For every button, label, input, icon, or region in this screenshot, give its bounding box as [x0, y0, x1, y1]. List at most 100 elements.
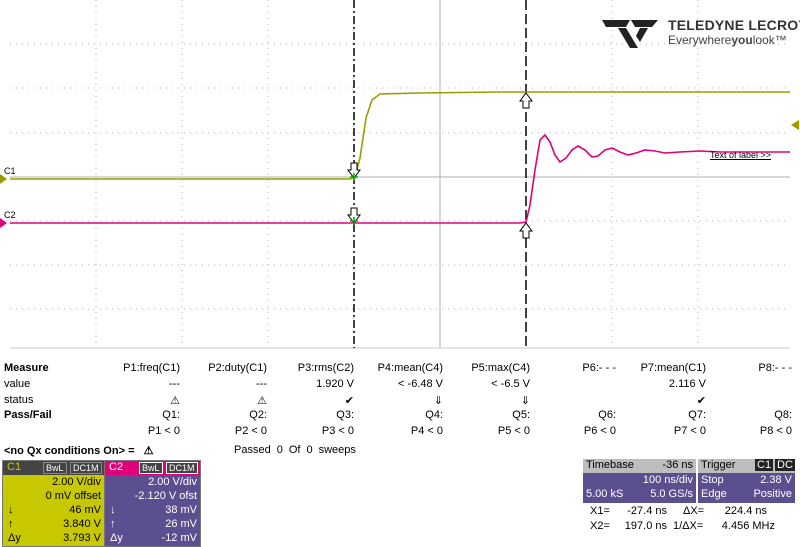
q3-label[interactable]: Q3:	[336, 409, 354, 421]
value-p7: 2.116 V	[668, 378, 706, 390]
pass-counter: Passed 0 Of 0 sweeps	[234, 444, 356, 456]
status-p3-check-icon: ✔	[344, 395, 354, 407]
c2-ground-marker	[0, 218, 7, 228]
param-p6[interactable]: P6:- - -	[582, 362, 616, 374]
c2-coupling-badge: DC1M	[166, 462, 198, 474]
c1-vdiv: 2.00 V/div	[52, 476, 101, 488]
param-p5[interactable]: P5:max(C4)	[471, 362, 530, 374]
c1-descriptor-header: C1 BwL DC1M	[3, 461, 104, 475]
c2-delta-y-label: Δy	[110, 532, 123, 544]
teledyne-lecroy-logo: TELEDYNE LECROY Everywhereyoulook™	[600, 16, 800, 50]
qx-conditions-status: <no Qx conditions On> = ⚠	[4, 445, 154, 457]
q1-condition: P1 < 0	[147, 425, 180, 437]
c1-coupling-badge: DC1M	[70, 462, 102, 474]
value-p1: ---	[169, 378, 180, 390]
trigger-descriptor[interactable]: Trigger C1 DC Stop 2.38 V Edge Positive	[698, 459, 795, 503]
qx-warning-icon: ⚠	[143, 445, 154, 457]
status-p2-warning-icon: ⚠	[257, 395, 267, 407]
x2-label: X2=	[590, 520, 610, 532]
c1-trace	[10, 91, 790, 180]
q8-condition: P8 < 0	[759, 425, 792, 437]
timebase-label: Timebase	[586, 459, 634, 471]
c1-bwl-badge: BwL	[43, 462, 67, 474]
trigger-coupling-badge: DC	[775, 459, 795, 471]
x1-label: X1=	[590, 505, 610, 517]
x2-value: 197.0 ns	[624, 520, 667, 532]
c2-delta-y-value: -12 mV	[161, 532, 197, 544]
c2-channel-descriptor[interactable]: C2 BwL DC1M 2.00 V/div -2.120 V ofst ↓ 38…	[104, 460, 201, 547]
graticule	[0, 0, 799, 359]
timebase-tdiv: 100 ns/div	[642, 474, 693, 486]
trigger-source-badge: C1	[755, 459, 774, 471]
value-heading: value	[4, 378, 31, 390]
c1-up-value: 3.840 V	[63, 518, 101, 530]
c1-delta-y-value: 3.793 V	[63, 532, 101, 544]
x1-value: -27.4 ns	[627, 505, 667, 517]
status-row: status ⚠ ⚠ ✔ ⇓ ⇓ ✔	[0, 394, 800, 409]
c2-trace-label: C2	[4, 210, 16, 220]
trigger-slope: Positive	[753, 488, 792, 500]
delta-x-value: 224.4 ns	[724, 505, 767, 517]
c2-bwl-badge: BwL	[139, 462, 163, 474]
waveform-display[interactable]: C1 C2 Text of label >> TELEDYNE LECROY E…	[0, 0, 800, 359]
trace-annotation[interactable]: Text of label >>	[710, 150, 772, 160]
q8-label[interactable]: Q8:	[774, 409, 792, 421]
q6-label[interactable]: Q6:	[598, 409, 616, 421]
c1-ground-marker	[0, 174, 7, 184]
q1-label[interactable]: Q1:	[162, 409, 180, 421]
status-p1-warning-icon: ⚠	[170, 395, 180, 407]
value-row: value --- --- 1.920 V < -6.48 V < -6.5 V…	[0, 378, 800, 393]
c2-descriptor-header: C2 BwL DC1M	[105, 461, 200, 475]
param-p8[interactable]: P8:- - -	[758, 362, 792, 374]
param-p1[interactable]: P1:freq(C1)	[123, 362, 180, 374]
c2-name: C2	[109, 461, 124, 473]
c2-up-icon: ↑	[110, 518, 116, 530]
trigger-type: Edge	[701, 488, 727, 500]
c1-name: C1	[7, 461, 22, 473]
brand-tagline: Everywhereyoulook™	[668, 33, 787, 47]
q5-condition: P5 < 0	[497, 425, 530, 437]
timebase-rate: 5.0 GS/s	[650, 488, 693, 500]
c2-up-value: 26 mV	[165, 518, 197, 530]
cursor-x1-c2-arrow-icon	[347, 207, 361, 224]
c1-channel-descriptor[interactable]: C1 BwL DC1M 2.00 V/div 0 mV offset ↓ 46 m…	[2, 460, 105, 547]
q2-label[interactable]: Q2:	[249, 409, 267, 421]
param-p2[interactable]: P2:duty(C1)	[208, 362, 267, 374]
status-p7-check-icon: ✔	[696, 395, 706, 407]
q7-label[interactable]: Q7:	[688, 409, 706, 421]
trigger-label: Trigger	[701, 459, 736, 471]
passfail-heading: Pass/Fail	[4, 409, 52, 421]
q4-label[interactable]: Q4:	[425, 409, 443, 421]
c2-down-icon: ↓	[110, 504, 116, 516]
status-heading: status	[4, 394, 34, 406]
c2-offset: -2.120 V ofst	[134, 490, 197, 502]
q2-condition: P2 < 0	[234, 425, 267, 437]
c2-vdiv: 2.00 V/div	[148, 476, 197, 488]
q5-label[interactable]: Q5:	[512, 409, 530, 421]
timebase-descriptor[interactable]: Timebase -36 ns 100 ns/div 5.00 kS 5.0 G…	[583, 459, 696, 503]
c1-up-icon: ↑	[8, 518, 14, 530]
status-p5-down-arrow-icon: ⇓	[520, 395, 530, 407]
teledyne-logo-icon	[602, 20, 658, 48]
cursor-x2-c2-arrow-icon	[519, 222, 533, 239]
c1-delta-y-label: Δy	[8, 532, 21, 544]
q7-condition: P7 < 0	[673, 425, 706, 437]
inverse-delta-x-value: 4.456 MHz	[721, 520, 775, 532]
param-p3[interactable]: P3:rms(C2)	[297, 362, 354, 374]
timebase-delay: -36 ns	[662, 459, 693, 471]
passfail-row: Pass/Fail Q1: Q2: Q3: Q4: Q5: Q6: Q7: Q8…	[0, 409, 800, 424]
cursor-x1-c1-arrow-icon	[347, 162, 361, 179]
status-p4-down-arrow-icon: ⇓	[433, 395, 443, 407]
cursor-x2-c1-arrow-icon	[519, 92, 533, 109]
measure-heading: Measure	[4, 362, 49, 374]
param-p7[interactable]: P7:mean(C1)	[640, 362, 706, 374]
c1-offset: 0 mV offset	[45, 490, 101, 502]
q6-condition: P6 < 0	[583, 425, 616, 437]
c1-down-icon: ↓	[8, 504, 14, 516]
param-p4[interactable]: P4:mean(C4)	[377, 362, 443, 374]
trigger-level-marker	[791, 120, 799, 130]
inverse-delta-x-label: 1/ΔX=	[673, 520, 704, 532]
cursor-x1-crosshair-icon	[350, 173, 358, 225]
measure-row: Measure P1:freq(C1) P2:duty(C1) P3:rms(C…	[0, 362, 800, 377]
trigger-mode: Stop	[701, 474, 724, 486]
